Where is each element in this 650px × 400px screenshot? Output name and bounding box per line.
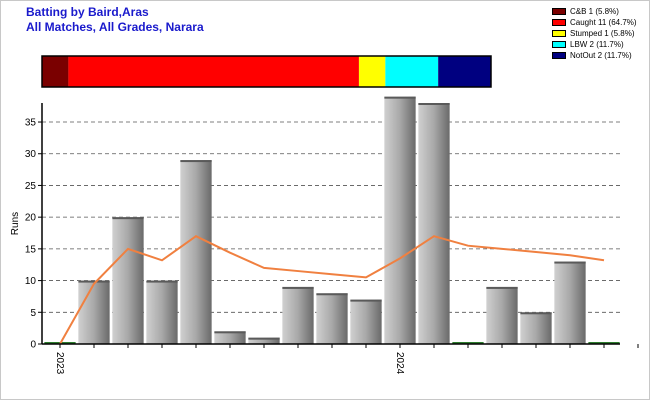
y-tick-label: 35 [25, 118, 37, 129]
bar-top [520, 312, 552, 315]
legend-label: NotOut 2 (11.7%) [570, 51, 632, 60]
bar [554, 261, 586, 344]
legend-swatch [552, 19, 566, 26]
bar-top [146, 280, 178, 283]
bar [350, 299, 382, 344]
bar-top [554, 261, 586, 264]
dismissal-segment [358, 56, 386, 87]
legend: C&B 1 (5.8%) Caught 11 (64.7%) Stumped 1 (… [552, 6, 637, 61]
y-axis-label: Runs [10, 212, 21, 235]
dismissal-bar-border [41, 55, 492, 88]
legend-label: LBW 2 (11.7%) [570, 40, 624, 49]
legend-label: Stumped 1 (5.8%) [570, 29, 635, 38]
bar [486, 286, 518, 344]
bar [520, 312, 552, 344]
y-tick-label: 15 [25, 244, 37, 255]
bar-zero [588, 342, 620, 344]
y-tick-label: 0 [30, 340, 36, 351]
bar-top [248, 337, 280, 340]
legend-label: C&B 1 (5.8%) [570, 7, 619, 16]
bar-top [350, 299, 382, 302]
chart-subtitle: All Matches, All Grades, Narara [26, 20, 204, 34]
chart-title: Batting by Baird,Aras [26, 5, 149, 19]
legend-item: C&B 1 (5.8%) [552, 6, 637, 17]
y-tick-label: 10 [25, 276, 37, 287]
dismissal-segment [42, 56, 69, 87]
legend-swatch [552, 52, 566, 59]
dismissal-segment [68, 56, 359, 87]
bar-top [316, 293, 348, 296]
bar [282, 286, 314, 344]
bar [214, 331, 246, 344]
bar [418, 103, 450, 344]
legend-swatch [552, 41, 566, 48]
x-tick-label: 2024 [394, 352, 405, 375]
bar-top [78, 280, 110, 283]
bar-top [214, 331, 246, 334]
average-line [59, 235, 605, 345]
bar [384, 96, 416, 344]
bar-top [418, 103, 450, 105]
bar [146, 280, 178, 344]
legend-item: Caught 11 (64.7%) [552, 17, 637, 28]
bar [78, 280, 110, 344]
dismissal-segment [438, 56, 491, 87]
y-tick-label: 30 [25, 149, 37, 160]
legend-item: LBW 2 (11.7%) [552, 39, 637, 50]
bar [248, 337, 280, 344]
y-tick-label: 25 [25, 181, 37, 192]
dismissal-segment [385, 56, 439, 87]
bar [180, 160, 212, 344]
y-tick-label: 20 [25, 213, 37, 224]
bar-top [282, 286, 314, 289]
bar-top [486, 286, 518, 289]
legend-item: NotOut 2 (11.7%) [552, 50, 637, 61]
legend-swatch [552, 30, 566, 37]
y-tick-label: 5 [30, 308, 36, 319]
bar [112, 217, 144, 344]
bar-top [180, 160, 212, 163]
x-tick-label: 2023 [54, 352, 65, 375]
legend-swatch [552, 8, 566, 15]
bar [316, 293, 348, 344]
bar-top [384, 96, 416, 99]
bar-top [112, 217, 144, 220]
bar-zero [452, 342, 484, 344]
legend-label: Caught 11 (64.7%) [570, 18, 637, 27]
legend-item: Stumped 1 (5.8%) [552, 28, 637, 39]
